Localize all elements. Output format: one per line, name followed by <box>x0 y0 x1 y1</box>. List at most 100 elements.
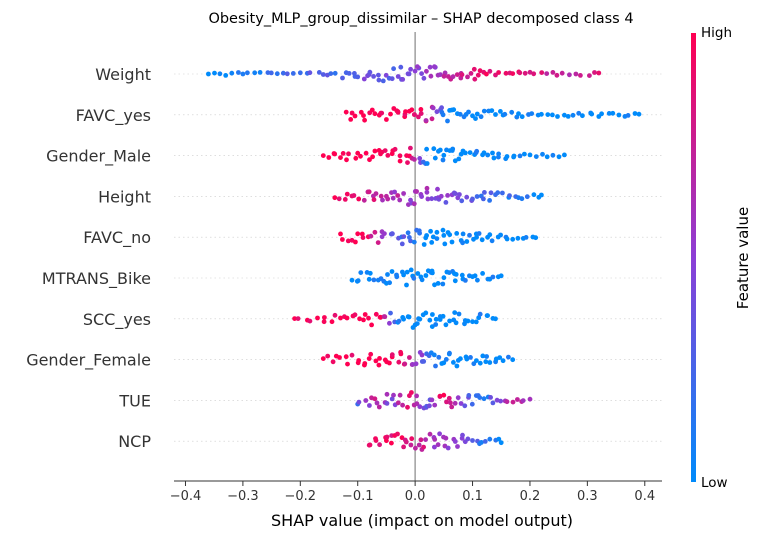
colorbar-high-label: High <box>701 25 732 41</box>
shap-point <box>257 70 263 75</box>
shap-point <box>369 322 374 328</box>
shap-point <box>435 186 440 192</box>
shap-point <box>467 232 472 238</box>
shap-point <box>396 318 402 324</box>
shap-point <box>280 70 286 76</box>
shap-point <box>240 71 246 77</box>
shap-point <box>432 437 438 442</box>
shap-point <box>636 111 642 117</box>
shap-point <box>384 438 389 444</box>
shap-point <box>464 194 470 200</box>
shap-point <box>452 400 458 406</box>
shap-point <box>539 192 544 198</box>
shap-point <box>425 196 431 202</box>
shap-point <box>488 190 494 196</box>
x-axis-ticks: −0.4 −0.3 −0.2 −0.1 0.0 0.1 0.2 0.3 0.4 <box>170 481 655 504</box>
shap-point <box>490 400 496 406</box>
shap-point <box>455 444 460 449</box>
shap-point <box>353 155 359 161</box>
shap-point <box>401 272 406 278</box>
shap-point <box>384 117 389 122</box>
feature-label: SCC_yes <box>83 310 151 330</box>
shap-point <box>496 151 501 157</box>
shap-point <box>409 107 415 113</box>
shap-point <box>465 318 471 324</box>
shap-point <box>414 401 420 407</box>
shap-point <box>356 358 362 363</box>
shap-point <box>498 273 504 279</box>
shap-point <box>437 393 443 399</box>
shap-point <box>408 145 413 151</box>
shap-point <box>371 74 376 79</box>
shap-point <box>435 442 441 448</box>
shap-point <box>382 314 388 320</box>
shap-point <box>417 230 422 236</box>
shap-point <box>449 148 455 153</box>
shap-point <box>487 198 492 203</box>
shap-point <box>430 105 436 111</box>
shap-point <box>441 275 447 281</box>
shap-point <box>367 403 372 408</box>
shap-point <box>396 359 402 365</box>
shap-point <box>504 236 510 242</box>
shap-point <box>578 73 583 78</box>
shap-point <box>480 353 486 359</box>
shap-point <box>522 70 528 76</box>
shap-point <box>570 112 576 118</box>
shap-point <box>444 399 449 405</box>
shap-point <box>479 440 484 445</box>
shap-point <box>408 238 413 244</box>
shap-point <box>470 113 475 119</box>
shap-point <box>504 154 510 159</box>
shap-point <box>430 234 436 240</box>
shap-point <box>332 70 338 76</box>
shap-point <box>330 359 336 365</box>
shap-point <box>523 235 529 240</box>
feature-label: Gender_Male <box>46 147 151 167</box>
shap-point <box>498 109 503 114</box>
shap-point <box>362 362 367 368</box>
shap-point <box>441 233 447 238</box>
shap-point <box>376 404 382 410</box>
shap-point <box>407 355 412 360</box>
feature-label: TUE <box>118 391 151 410</box>
shap-point <box>544 154 550 160</box>
shap-point <box>373 191 379 197</box>
shap-point <box>372 229 378 235</box>
shap-point <box>434 236 440 242</box>
shap-point <box>452 439 458 444</box>
shap-point <box>440 112 446 118</box>
shap-point <box>477 68 483 74</box>
shap-point <box>372 148 378 154</box>
shap-point <box>470 438 475 443</box>
shap-point <box>471 66 477 72</box>
shap-point <box>399 241 405 247</box>
shap-point <box>485 152 491 158</box>
shap-point <box>488 395 493 400</box>
shap-point <box>462 150 468 156</box>
shap-point <box>529 111 535 116</box>
shap-point <box>445 193 450 198</box>
shap-point <box>484 71 489 77</box>
shap-point <box>358 270 364 275</box>
shap-point <box>454 231 460 236</box>
shap-point <box>550 70 556 75</box>
shap-point <box>500 190 505 196</box>
shap-point <box>338 231 343 237</box>
shap-point <box>395 431 400 437</box>
shap-point <box>438 193 444 199</box>
shap-point <box>340 237 345 242</box>
shap-point <box>491 155 497 161</box>
shap-point <box>432 64 437 70</box>
shap-point <box>455 395 461 401</box>
shap-point <box>423 437 428 442</box>
shap-point <box>432 444 437 450</box>
shap-point <box>373 311 379 317</box>
shap-point <box>356 196 362 202</box>
shap-point <box>385 196 391 202</box>
shap-point <box>408 66 413 72</box>
shap-point <box>446 395 452 401</box>
shap-point <box>431 146 437 152</box>
shap-point <box>462 403 468 409</box>
shap-point <box>417 156 423 161</box>
